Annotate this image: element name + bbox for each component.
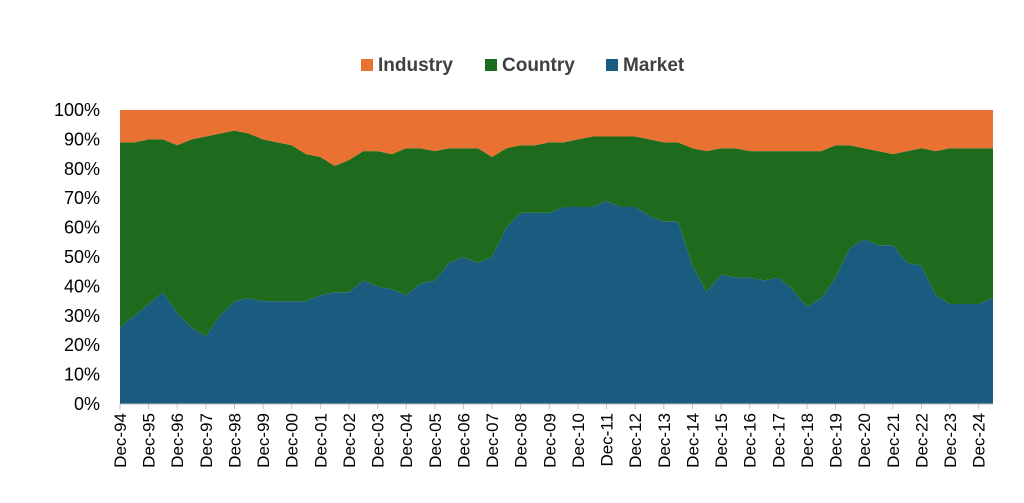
y-tick-label: 50% (64, 247, 100, 267)
x-tick-label: Dec-19 (827, 413, 846, 468)
x-tick-label: Dec-96 (168, 413, 187, 468)
x-tick-label: Dec-00 (283, 413, 302, 468)
y-tick-label: 10% (64, 365, 100, 385)
x-tick-label: Dec-07 (483, 413, 502, 468)
x-tick-label: Dec-98 (225, 413, 244, 468)
x-tick-label: Dec-18 (798, 413, 817, 468)
x-tick-label: Dec-05 (426, 413, 445, 468)
x-tick-label: Dec-23 (941, 413, 960, 468)
legend: Industry Country Market (361, 55, 685, 76)
x-tick-label: Dec-14 (683, 413, 702, 468)
x-tick-label: Dec-12 (626, 413, 645, 468)
x-axis: Dec-94 Dec-95 Dec-96 Dec-97 Dec-98 Dec-99 Dec-… (111, 403, 993, 468)
x-tick-label: Dec-10 (569, 413, 588, 468)
area-market (120, 201, 993, 404)
x-tick-label: Dec-09 (540, 413, 559, 468)
y-tick-label: 40% (64, 276, 100, 296)
y-tick-label: 90% (64, 129, 100, 149)
x-tick-label: Dec-97 (197, 413, 216, 468)
legend-label-country: Country (502, 55, 575, 76)
y-axis: 0% 10% 20% 30% 40% 50% 60% 70% 80% 90% 100% (54, 100, 100, 414)
x-tick-label: Dec-99 (254, 413, 273, 468)
x-tick-label: Dec-17 (769, 413, 788, 468)
area-country (120, 130, 993, 337)
x-tick-label: Dec-16 (741, 413, 760, 468)
x-tick-label: Dec-08 (512, 413, 531, 468)
y-tick-label: 70% (64, 188, 100, 208)
area-industry (120, 110, 993, 166)
y-tick-label: 20% (64, 335, 100, 355)
legend-label-industry: Industry (378, 55, 453, 76)
legend-label-market: Market (623, 55, 685, 76)
x-tick-label: Dec-24 (970, 413, 989, 468)
y-tick-label: 80% (64, 159, 100, 179)
x-tick-label: Dec-22 (912, 413, 931, 468)
x-tick-label: Dec-02 (340, 413, 359, 468)
x-tick-label: Dec-04 (397, 413, 416, 468)
y-tick-label: 100% (54, 100, 100, 120)
legend-swatch-country (485, 59, 497, 71)
x-tick-label: Dec-95 (140, 413, 159, 468)
y-tick-label: 0% (74, 394, 100, 414)
x-tick-label: Dec-94 (111, 413, 130, 468)
legend-swatch-market (606, 59, 618, 71)
area-series-group (120, 110, 993, 404)
x-tick-label: Dec-21 (884, 413, 903, 468)
y-tick-label: 60% (64, 218, 100, 238)
y-tick-label: 30% (64, 306, 100, 326)
x-tick-label: Dec-15 (712, 413, 731, 468)
x-tick-label: Dec-01 (311, 413, 330, 468)
x-tick-label: Dec-20 (855, 413, 874, 468)
x-tick-label: Dec-13 (655, 413, 674, 468)
x-tick-label: Dec-06 (454, 413, 473, 468)
legend-swatch-industry (361, 59, 373, 71)
x-tick-label: Dec-03 (369, 413, 388, 468)
x-tick-label: Dec-11 (598, 413, 617, 467)
